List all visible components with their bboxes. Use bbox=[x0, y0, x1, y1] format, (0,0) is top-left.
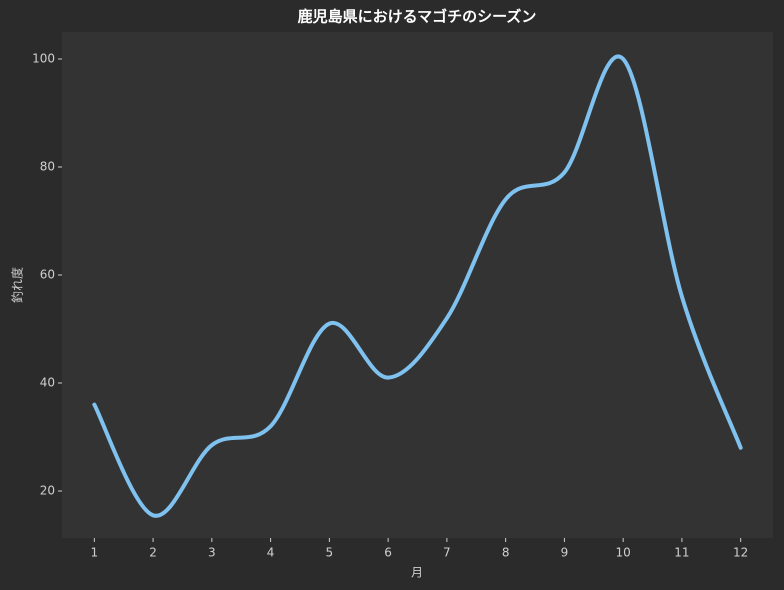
y-tick-label: 80 bbox=[40, 160, 55, 174]
x-tick-label: 1 bbox=[90, 546, 98, 560]
x-tick-label: 10 bbox=[616, 546, 631, 560]
x-tick-label: 4 bbox=[267, 546, 275, 560]
y-axis-label: 釣れ度 bbox=[10, 267, 25, 303]
y-tick-label: 20 bbox=[40, 484, 55, 498]
chart-title: 鹿児島県におけるマゴチのシーズン bbox=[298, 8, 537, 26]
x-tick-label: 6 bbox=[384, 546, 392, 560]
x-tick-label: 9 bbox=[561, 546, 569, 560]
x-tick-label: 8 bbox=[502, 546, 510, 560]
plot-area bbox=[62, 32, 773, 538]
x-axis-label: 月 bbox=[411, 566, 423, 580]
data-line bbox=[92, 54, 743, 518]
x-tick-label: 5 bbox=[326, 546, 334, 560]
y-tick-label: 60 bbox=[40, 268, 55, 282]
x-tick-label: 12 bbox=[733, 546, 748, 560]
x-tick-label: 3 bbox=[208, 546, 216, 560]
y-tick-label: 100 bbox=[32, 52, 55, 66]
x-tick-label: 2 bbox=[149, 546, 157, 560]
x-tick-label: 7 bbox=[443, 546, 451, 560]
x-tick-label: 11 bbox=[674, 546, 689, 560]
y-tick-label: 40 bbox=[40, 376, 55, 390]
